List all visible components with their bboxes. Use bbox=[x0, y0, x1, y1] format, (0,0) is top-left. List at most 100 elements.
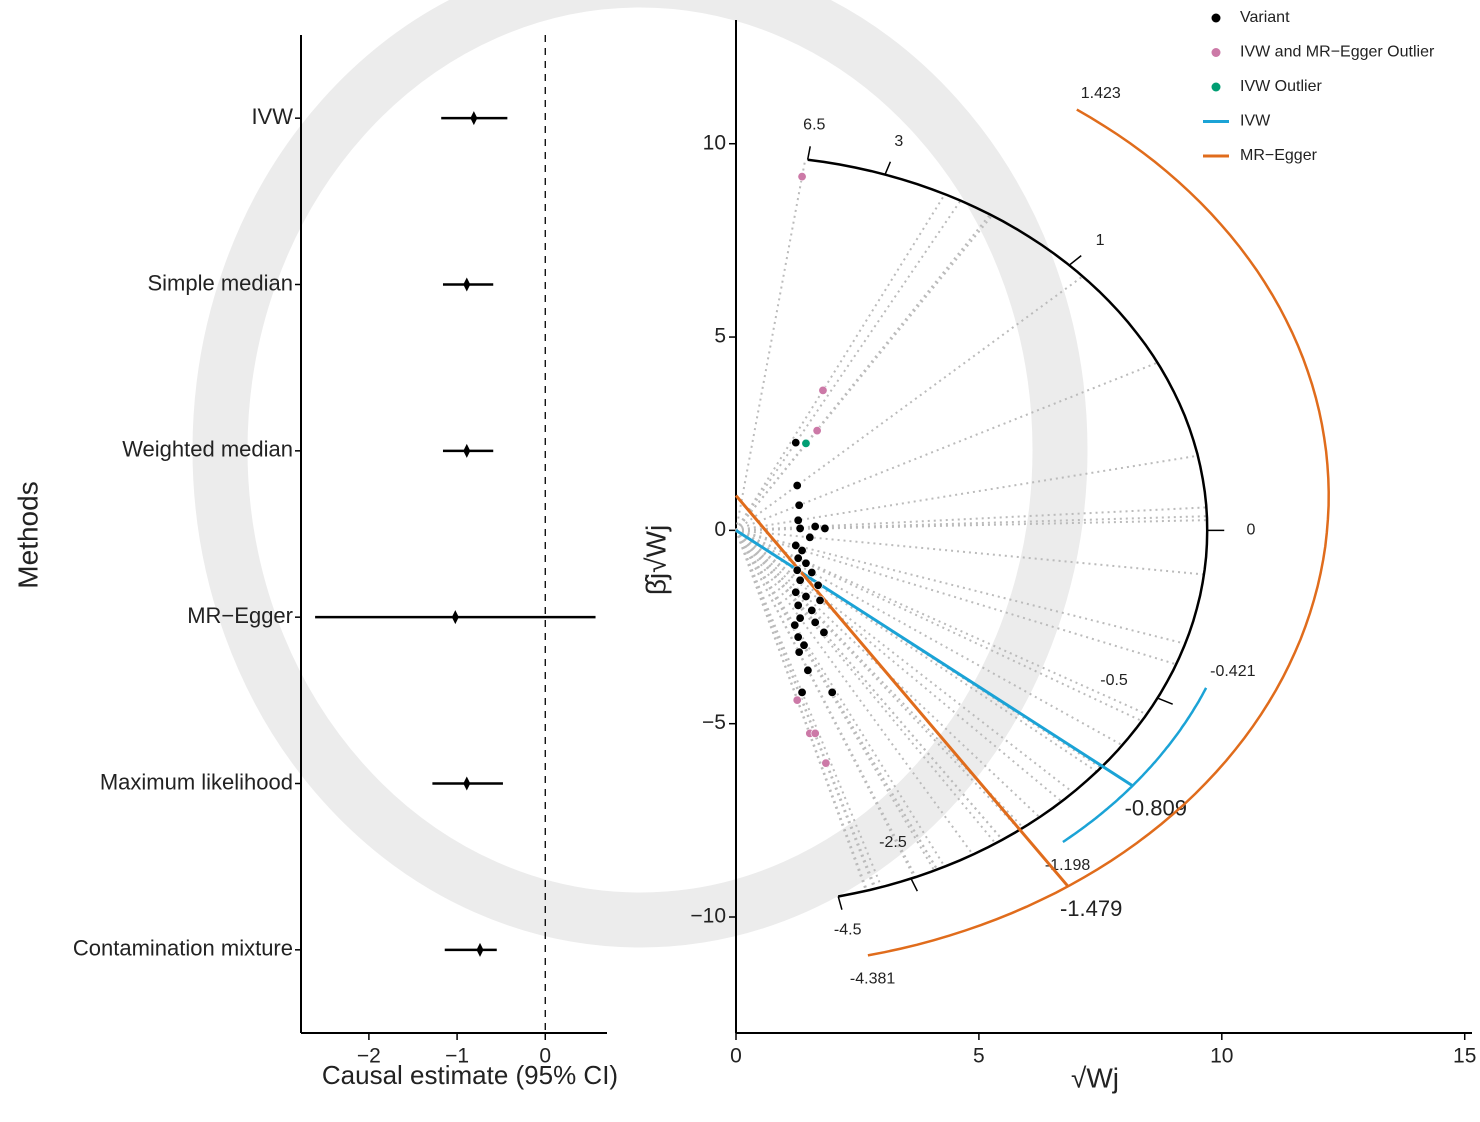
x-axis-title: √Wj bbox=[1071, 1062, 1119, 1093]
ray bbox=[736, 530, 945, 866]
data-point bbox=[792, 588, 800, 596]
y-tick-label: −5 bbox=[702, 711, 726, 734]
arc-end-label: -0.421 bbox=[1210, 663, 1255, 680]
arc-tick-label: -2.5 bbox=[879, 834, 907, 851]
estimate bbox=[452, 610, 459, 624]
y-tick-label: 0 bbox=[714, 518, 726, 541]
data-point bbox=[792, 438, 800, 446]
y-tick-label: Contamination mixture bbox=[73, 936, 293, 961]
legend-label: IVW and MR−Egger Outlier bbox=[1240, 44, 1435, 61]
watermark bbox=[220, 0, 1060, 920]
arc-tick-label: 0 bbox=[1247, 522, 1256, 539]
data-point bbox=[811, 618, 819, 626]
data-point bbox=[796, 614, 804, 622]
data-point bbox=[822, 759, 830, 767]
data-point bbox=[816, 596, 824, 604]
data-point bbox=[796, 576, 804, 584]
data-point bbox=[820, 628, 828, 636]
arc-tick-label: -0.5 bbox=[1100, 672, 1128, 689]
x-tick-label: 10 bbox=[1210, 1045, 1233, 1068]
x-tick-label: 0 bbox=[730, 1045, 742, 1068]
ray bbox=[736, 507, 1206, 530]
data-point bbox=[793, 481, 801, 489]
y-tick-label: MR−Egger bbox=[187, 603, 293, 628]
y-tick-label: 5 bbox=[714, 325, 726, 348]
data-point bbox=[798, 546, 806, 554]
slope-label: -1.479 bbox=[1060, 896, 1122, 921]
arc-tick bbox=[885, 162, 890, 175]
data-point bbox=[791, 621, 799, 629]
estimate bbox=[463, 444, 470, 458]
arc-tick-label: -4.5 bbox=[834, 922, 862, 939]
data-point bbox=[828, 688, 836, 696]
ray bbox=[736, 456, 1198, 531]
data-point bbox=[798, 172, 806, 180]
estimate bbox=[477, 943, 484, 957]
arc-end-label: 1.423 bbox=[1081, 85, 1121, 102]
arc-tick bbox=[838, 896, 842, 909]
data-point bbox=[821, 524, 829, 532]
data-point bbox=[802, 592, 810, 600]
data-point bbox=[806, 533, 814, 541]
ray bbox=[736, 201, 960, 531]
data-point bbox=[811, 522, 819, 530]
x-tick-label: 5 bbox=[973, 1045, 985, 1068]
arc-tick bbox=[1069, 256, 1081, 266]
ray bbox=[736, 530, 914, 877]
y-axis-title: Methods bbox=[12, 481, 43, 588]
data-point bbox=[814, 581, 822, 589]
legend-label: Variant bbox=[1240, 9, 1290, 26]
y-axis-title: β̂j√Wj bbox=[640, 525, 671, 595]
x-tick-label: 15 bbox=[1453, 1045, 1476, 1068]
data-point bbox=[804, 666, 812, 674]
arc-tick-label: 6.5 bbox=[803, 117, 825, 134]
ray bbox=[736, 214, 990, 530]
data-point bbox=[802, 559, 810, 567]
legend-label: IVW Outlier bbox=[1240, 78, 1322, 95]
y-tick-label: IVW bbox=[251, 104, 293, 129]
arc-tick-label: 1 bbox=[1096, 232, 1105, 249]
arc-end-label: -4.381 bbox=[850, 971, 895, 988]
y-tick-label: Weighted median bbox=[122, 437, 293, 462]
data-point bbox=[802, 439, 810, 447]
data-point bbox=[795, 648, 803, 656]
ray bbox=[736, 159, 805, 530]
slope-label: -0.809 bbox=[1125, 796, 1187, 821]
legend-marker bbox=[1212, 14, 1221, 23]
arc-tick bbox=[1157, 698, 1172, 704]
data-point bbox=[808, 568, 816, 576]
estimate bbox=[463, 777, 470, 791]
arc-tick-label: 3 bbox=[894, 133, 903, 150]
x-tick-label: −1 bbox=[445, 1045, 469, 1068]
data-point bbox=[793, 566, 801, 574]
data-point bbox=[813, 426, 821, 434]
data-point bbox=[796, 524, 804, 532]
y-tick-label: Simple median bbox=[147, 270, 293, 295]
ray bbox=[736, 520, 1207, 530]
data-point bbox=[795, 501, 803, 509]
data-point bbox=[793, 696, 801, 704]
page: Methods Causal estimate (95% CI) √Wj β̂j… bbox=[0, 0, 1480, 1122]
chart: Methods Causal estimate (95% CI) √Wj β̂j… bbox=[0, 0, 1480, 1122]
arc-tick bbox=[911, 879, 917, 892]
ray bbox=[736, 530, 916, 877]
data-point bbox=[808, 606, 816, 614]
y-tick-label: 10 bbox=[703, 131, 726, 154]
legend-marker bbox=[1212, 83, 1221, 92]
ray bbox=[736, 194, 945, 530]
estimate bbox=[463, 278, 470, 292]
data-point bbox=[794, 516, 802, 524]
arc-tick bbox=[808, 146, 811, 159]
data-point bbox=[811, 729, 819, 737]
legend-label: IVW bbox=[1240, 113, 1271, 130]
y-tick-label: −10 bbox=[690, 905, 726, 928]
legend-marker bbox=[1212, 48, 1221, 57]
legend-label: MR−Egger bbox=[1240, 147, 1318, 164]
data-point bbox=[794, 554, 802, 562]
data-point bbox=[794, 633, 802, 641]
x-tick-label: −2 bbox=[357, 1045, 381, 1068]
y-tick-label: Maximum likelihood bbox=[100, 769, 293, 794]
data-point bbox=[798, 688, 806, 696]
data-point bbox=[794, 601, 802, 609]
estimate bbox=[470, 111, 477, 125]
